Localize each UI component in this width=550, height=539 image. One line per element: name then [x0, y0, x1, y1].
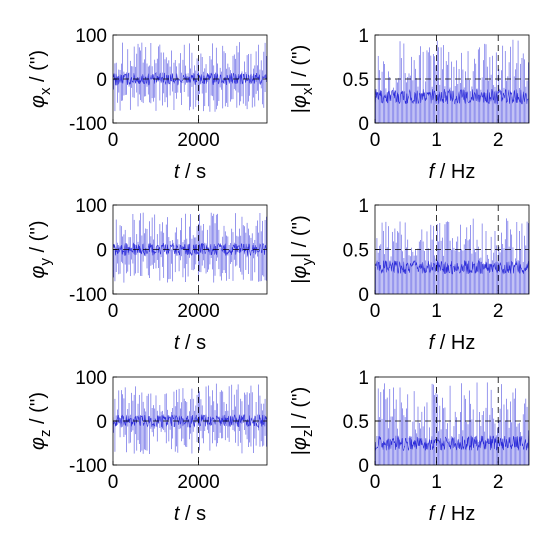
y-tick-label: -100	[69, 285, 107, 306]
subplot-4: 1 0.5 00 1 2 f / Hz |φy| / ('')	[289, 196, 530, 354]
y-axis-label: |φx| / ('')	[289, 45, 316, 114]
y-tick-label: 1	[358, 196, 369, 217]
subplot-2: 1 0.5 00 1 2 f / Hz |φx| / ('')	[289, 26, 530, 183]
x-tick-label: 1	[431, 301, 442, 322]
signal-trace-3	[113, 212, 267, 283]
y-tick-label: 0.5	[343, 412, 369, 433]
y-tick-label: -100	[69, 456, 107, 477]
y-tick-label: 0	[358, 114, 369, 135]
y-tick-label: -100	[69, 114, 107, 135]
y-axis-label: φz / ('')	[27, 392, 54, 450]
y-tick-label: 0.5	[343, 70, 369, 91]
x-axis-label: t / s	[174, 503, 206, 525]
x-tick-label: 0	[108, 472, 119, 493]
subplot-6: 1 0.5 00 1 2 f / Hz |φz| / ('')	[289, 368, 530, 525]
x-tick-label: 2	[493, 130, 504, 151]
y-tick-label: 0	[358, 285, 369, 306]
x-tick-label: 0	[108, 130, 119, 151]
x-tick-label: 2	[493, 301, 504, 322]
x-tick-label: 2000	[177, 301, 219, 322]
x-axis-label: t / s	[174, 332, 206, 354]
y-axis-label: |φz| / ('')	[289, 387, 316, 456]
y-tick-label: 0	[96, 412, 107, 433]
y-tick-label: 0	[96, 70, 107, 91]
y-tick-label: 100	[75, 26, 107, 47]
x-tick-label: 0	[370, 472, 381, 493]
x-tick-label: 0	[108, 301, 119, 322]
y-axis-label: φx / ('')	[27, 50, 54, 108]
y-axis-label: φy / ('')	[27, 220, 54, 278]
x-tick-label: 2000	[177, 472, 219, 493]
x-tick-label: 0	[370, 301, 381, 322]
x-tick-label: 0	[370, 130, 381, 151]
y-axis-label: |φy| / ('')	[289, 215, 316, 284]
x-axis-label: f / Hz	[429, 503, 476, 525]
y-tick-label: 1	[358, 26, 369, 47]
x-tick-label: 2	[493, 472, 504, 493]
x-tick-label: 1	[431, 472, 442, 493]
y-tick-label: 0	[96, 241, 107, 262]
x-tick-label: 1	[431, 130, 442, 151]
signal-trace-6	[375, 382, 529, 465]
x-tick-label: 2000	[177, 130, 219, 151]
y-tick-label: 0	[358, 456, 369, 477]
y-tick-label: 1	[358, 368, 369, 389]
signal-trace-1	[113, 42, 267, 112]
signal-trace-5	[113, 383, 267, 454]
y-tick-label: 0.5	[343, 241, 369, 262]
y-tick-label: 100	[75, 368, 107, 389]
x-axis-label: f / Hz	[429, 161, 476, 183]
signal-trace-2	[375, 39, 529, 123]
x-axis-label: f / Hz	[429, 332, 476, 354]
x-axis-label: t / s	[174, 161, 206, 183]
y-tick-label: 100	[75, 196, 107, 217]
signal-trace-4	[375, 218, 529, 294]
